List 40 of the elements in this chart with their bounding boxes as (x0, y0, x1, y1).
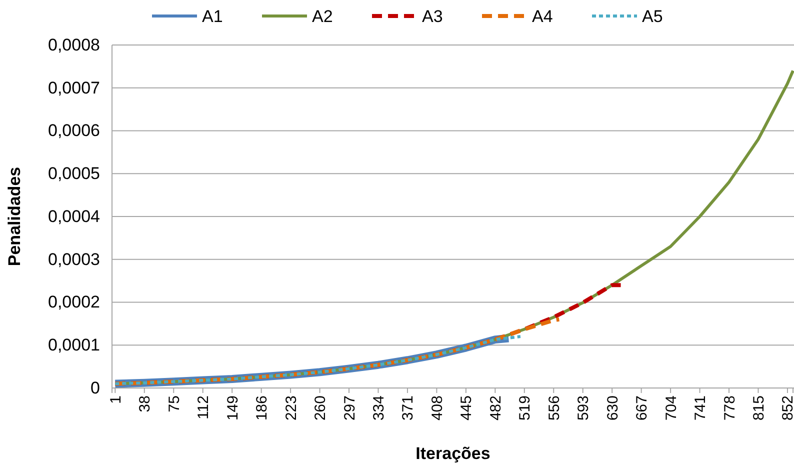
x-tick-label: 778 (721, 396, 738, 421)
x-tick-label: 223 (282, 396, 300, 421)
x-tick-label: 186 (254, 396, 271, 421)
x-tick-label: 371 (400, 396, 417, 421)
y-axis-title: Penalidades (5, 166, 24, 266)
x-tick-label: 593 (575, 396, 592, 421)
y-tick-label: 0,0002 (48, 292, 100, 312)
y-tick-label: 0 (90, 378, 100, 398)
x-tick-label: 556 (546, 396, 563, 421)
y-tick-label: 0,0005 (48, 164, 100, 184)
x-tick-label: 297 (341, 396, 358, 421)
x-tick-label: 519 (516, 396, 534, 421)
x-tick-label: 38 (136, 396, 154, 412)
y-tick-label: 0,0008 (48, 35, 100, 54)
legend-label: A4 (532, 7, 553, 26)
x-tick-label: 704 (662, 396, 680, 421)
x-tick-label: 741 (692, 396, 710, 421)
y-tick-label: 0,0006 (48, 121, 100, 140)
x-tick-label: 1 (107, 396, 124, 404)
x-tick-label: 482 (487, 396, 504, 421)
x-tick-label: 408 (428, 396, 446, 421)
legend-label: A1 (202, 7, 223, 26)
x-tick-label: 445 (458, 396, 476, 421)
x-tick-label: 667 (634, 396, 651, 421)
x-tick-label: 334 (370, 396, 388, 421)
x-tick-label: 112 (195, 396, 212, 420)
x-axis-title: Iterações (416, 444, 490, 463)
legend-label: A2 (312, 7, 333, 26)
y-tick-label: 0,0007 (48, 78, 100, 98)
x-tick-label: 149 (224, 396, 242, 421)
legend-label: A5 (642, 7, 663, 26)
x-tick-label: 852 (780, 396, 794, 421)
legend-label: A3 (422, 7, 443, 26)
y-tick-label: 0,0001 (48, 336, 100, 355)
x-tick-label: 630 (604, 396, 622, 421)
x-tick-label: 260 (312, 396, 330, 421)
y-tick-label: 0,0003 (48, 250, 100, 269)
x-tick-label: 815 (750, 396, 768, 421)
x-tick-label: 75 (166, 396, 183, 412)
y-tick-label: 0,0004 (48, 206, 100, 226)
